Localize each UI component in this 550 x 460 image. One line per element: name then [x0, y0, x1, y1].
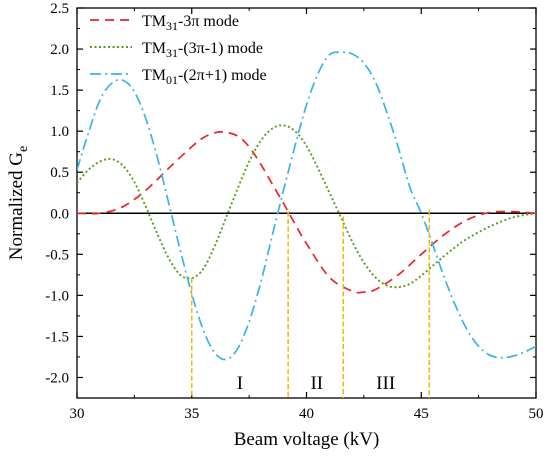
x-tick-label: 45	[414, 406, 429, 422]
y-tick-label: -1.0	[45, 288, 69, 304]
y-tick-label: -2.0	[45, 370, 69, 386]
x-tick-label: 35	[184, 406, 199, 422]
y-tick-label: -1.5	[45, 329, 69, 345]
series-tm31-3pi-curve	[77, 130, 536, 294]
series-tm01-2pi-plus-1-curve	[77, 51, 536, 361]
region-label-1: I	[237, 373, 243, 394]
series-tm31-3pi-minus-1-curve	[77, 124, 536, 289]
legend-entry-tm01-2pi-plus-1-subscript: 01	[166, 73, 178, 87]
legend-entry-tm31-3pi-minus-1-label: TM31-(3π-1) mode	[142, 40, 263, 60]
y-tick-label: 2.0	[50, 42, 69, 58]
region-label-2: II	[310, 373, 323, 394]
x-axis-title: Beam voltage (kV)	[234, 429, 380, 450]
legend-entry-tm01-2pi-plus-1-text: -(2π+1) mode	[178, 67, 267, 84]
y-tick-label: 0.5	[50, 165, 69, 181]
y-tick-label: 1.0	[50, 124, 69, 140]
y-tick-label: -0.5	[45, 247, 69, 263]
legend-entry-tm31-3pi-label: TM31-3π mode	[142, 13, 239, 33]
legend-entry-tm31-3pi-text: -3π mode	[178, 13, 239, 30]
y-tick-label: 2.5	[50, 1, 69, 17]
region-label-3: III	[376, 373, 395, 394]
legend-entry-tm31-3pi-minus-1-text: -(3π-1) mode	[178, 40, 263, 57]
x-tick-label: 30	[70, 406, 85, 422]
y-tick-label: 1.5	[50, 83, 69, 99]
x-tick-label: 40	[299, 406, 314, 422]
y-axis-title: Normalized Ge	[6, 146, 31, 260]
legend-entry-tm01-2pi-plus-1-label: TM01-(2π+1) mode	[142, 67, 267, 87]
y-axis-title-subscript: e	[16, 146, 31, 152]
y-tick-label: 0.0	[50, 206, 69, 222]
x-tick-label: 50	[529, 406, 544, 422]
legend-entry-tm31-3pi-minus-1-subscript: 31	[166, 46, 178, 60]
legend-entry-tm31-3pi-subscript: 31	[166, 19, 178, 33]
